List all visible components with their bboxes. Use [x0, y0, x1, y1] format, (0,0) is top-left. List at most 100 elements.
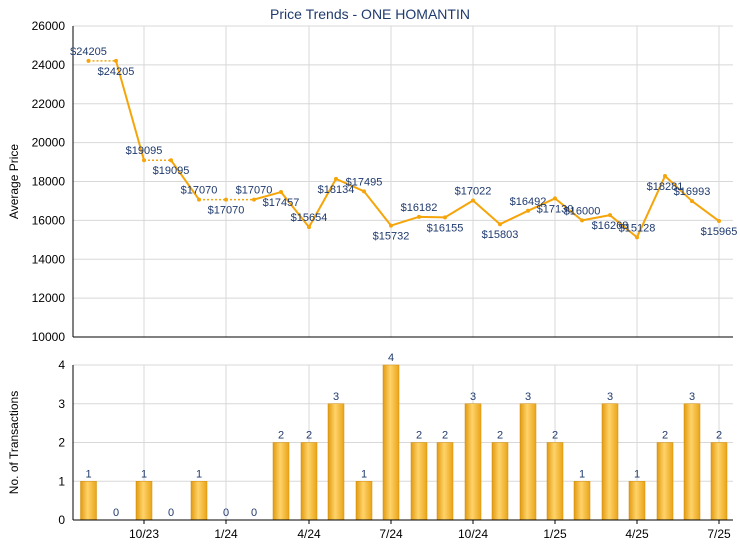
price-point [498, 222, 502, 227]
price-data-label: $16182 [401, 202, 438, 214]
price-point [334, 176, 338, 181]
price-data-label: $24205 [70, 46, 107, 58]
price-point [114, 58, 118, 63]
transaction-bar [327, 403, 345, 521]
transaction-data-label: 2 [416, 430, 422, 442]
price-y-tick-label: 14000 [32, 252, 66, 266]
price-data-label: $15654 [291, 212, 328, 224]
transactions-y-tick-label: 1 [58, 474, 65, 488]
price-y-tick-label: 22000 [32, 97, 66, 111]
price-point [362, 189, 366, 194]
price-line-segment [636, 175, 666, 238]
price-data-label: $17130 [537, 203, 574, 215]
chart-title: Price Trends - ONE HOMANTIN [270, 6, 470, 22]
price-line-segment [527, 197, 556, 212]
price-y-tick-label: 10000 [32, 330, 66, 344]
price-y-tick-label: 24000 [32, 58, 66, 72]
transactions-panel: 0 1 2 3 4 No. of Transactions 1 0 1 0 1 0 0 2 2 3 1 4 2 2 3 2… [7, 352, 733, 541]
transaction-data-label: 1 [361, 468, 367, 480]
price-point [389, 223, 393, 228]
price-line-segment [609, 214, 638, 239]
price-line-segment [418, 215, 446, 219]
price-point [86, 58, 91, 63]
price-data-label: $16993 [674, 186, 711, 198]
price-point [417, 214, 421, 219]
transaction-bar [546, 442, 564, 521]
price-point [142, 158, 146, 163]
transaction-data-label: 3 [607, 391, 613, 403]
transaction-bar [683, 403, 701, 521]
price-point [169, 158, 173, 163]
x-tick-label: 10/23 [129, 527, 159, 541]
transaction-bar [382, 364, 400, 521]
price-line-segment [170, 159, 200, 201]
price-y-tick-label: 18000 [32, 175, 66, 189]
price-point [608, 213, 612, 218]
transaction-bar [135, 481, 153, 521]
price-point [252, 197, 256, 202]
transaction-data-label: 2 [662, 430, 668, 442]
price-data-label: $19095 [153, 165, 190, 177]
x-tick-label: 7/25 [707, 527, 731, 541]
price-data-label: $16155 [427, 222, 464, 234]
price-point [635, 235, 639, 240]
price-data-label: $17495 [346, 176, 383, 188]
transaction-data-label: 2 [442, 430, 448, 442]
transactions-y-tick-label: 0 [58, 513, 65, 527]
price-line-segment [253, 191, 282, 201]
transaction-data-label: 0 [113, 507, 119, 519]
price-data-label: $16000 [564, 205, 601, 217]
transaction-bar [519, 403, 537, 521]
price-point [717, 219, 721, 224]
transaction-data-label: 2 [716, 430, 722, 442]
transaction-data-label: 2 [306, 430, 312, 442]
transactions-y-axis-title: No. of Transactions [7, 391, 21, 494]
transactions-y-tick-label: 2 [58, 436, 65, 450]
transaction-data-label: 1 [85, 468, 91, 480]
price-data-label: $16268 [592, 220, 629, 232]
transaction-data-label: 3 [689, 391, 695, 403]
x-tick-label: 1/24 [214, 527, 238, 541]
transaction-data-label: 0 [251, 507, 257, 519]
transaction-bar [710, 442, 728, 521]
transaction-data-label: 1 [634, 468, 640, 480]
transaction-data-label: 2 [497, 430, 503, 442]
price-data-label: $15965 [701, 226, 738, 238]
price-point [663, 174, 667, 179]
x-tick-label: 4/24 [297, 527, 321, 541]
price-point [526, 208, 530, 213]
price-data-label: $19095 [126, 145, 163, 157]
price-line-segment [499, 209, 529, 226]
price-line-segment [554, 197, 583, 222]
price-data-label: $17022 [455, 186, 492, 198]
price-data-label: $15128 [619, 222, 656, 234]
x-tick-label: 4/25 [625, 527, 649, 541]
transaction-data-label: 2 [552, 430, 558, 442]
transaction-bar [601, 403, 619, 521]
price-data-label: $17457 [263, 197, 300, 209]
transaction-bar [410, 442, 428, 521]
transaction-data-label: 1 [579, 468, 585, 480]
price-point [690, 199, 694, 204]
transaction-bar [464, 403, 482, 521]
price-point [471, 198, 475, 203]
transaction-data-label: 0 [168, 507, 174, 519]
price-line-segment [444, 199, 474, 219]
price-point [553, 196, 557, 201]
transactions-y-tick-label: 4 [58, 358, 65, 372]
transaction-bar [656, 442, 674, 521]
price-line-segment [308, 178, 337, 228]
price-data-label: $24205 [98, 66, 135, 78]
transaction-data-label: 0 [223, 507, 229, 519]
price-line-segment [472, 199, 501, 225]
transactions-y-tick-label: 3 [58, 397, 65, 411]
transaction-data-label: 3 [470, 391, 476, 403]
price-data-label: $15803 [482, 229, 519, 241]
transaction-bar [300, 442, 318, 521]
price-line-segment [390, 215, 420, 227]
price-panel: 10000 12000 14000 16000 18000 20000 22000 24000… [7, 19, 737, 344]
price-line-segment [335, 177, 365, 193]
transaction-bar [436, 442, 454, 521]
x-tick-label: 10/24 [458, 527, 488, 541]
price-point [443, 215, 447, 220]
